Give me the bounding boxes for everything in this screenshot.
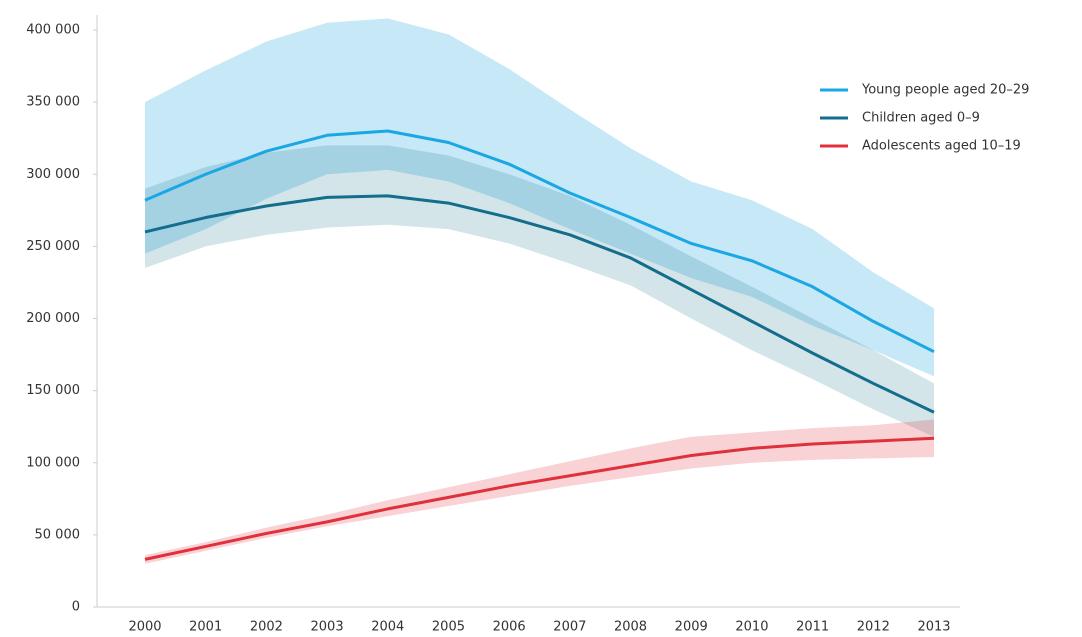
x-tick-label: 2003 [311,620,344,635]
x-tick-label: 2013 [917,620,950,635]
legend-label: Children aged 0–9 [862,111,980,126]
uncertainty-band [145,18,934,377]
y-tick-label: 150 000 [26,383,80,398]
x-tick-label: 2005 [432,620,465,635]
series-line [144,436,935,561]
x-tick-label: 2006 [493,620,526,635]
x-tick-label: 2012 [857,620,890,635]
y-tick-label: 300 000 [26,167,80,182]
legend-label: Young people aged 20–29 [861,83,1029,98]
legend-label: Adolescents aged 10–19 [862,139,1021,154]
y-tick-label: 200 000 [26,311,80,326]
y-tick-label: 100 000 [26,455,80,470]
x-tick-label: 2007 [553,620,586,635]
x-tick-label: 2009 [675,620,708,635]
series-line [144,129,935,354]
y-tick-label: 400 000 [26,23,80,38]
y-tick-label: 0 [72,600,80,615]
y-tick-label: 350 000 [26,95,80,110]
x-tick-label: 2001 [189,620,222,635]
x-tick-label: 2004 [371,620,404,635]
x-tick-label: 2002 [250,620,283,635]
x-tick-label: 2011 [796,620,829,635]
y-tick-label: 250 000 [26,239,80,254]
series-line [144,194,935,414]
x-tick-label: 2000 [128,620,161,635]
uncertainty-band [145,145,934,437]
y-tick-label: 50 000 [35,527,81,542]
uncertainty-band [145,419,934,564]
x-tick-label: 2008 [614,620,647,635]
x-tick-label: 2010 [735,620,768,635]
